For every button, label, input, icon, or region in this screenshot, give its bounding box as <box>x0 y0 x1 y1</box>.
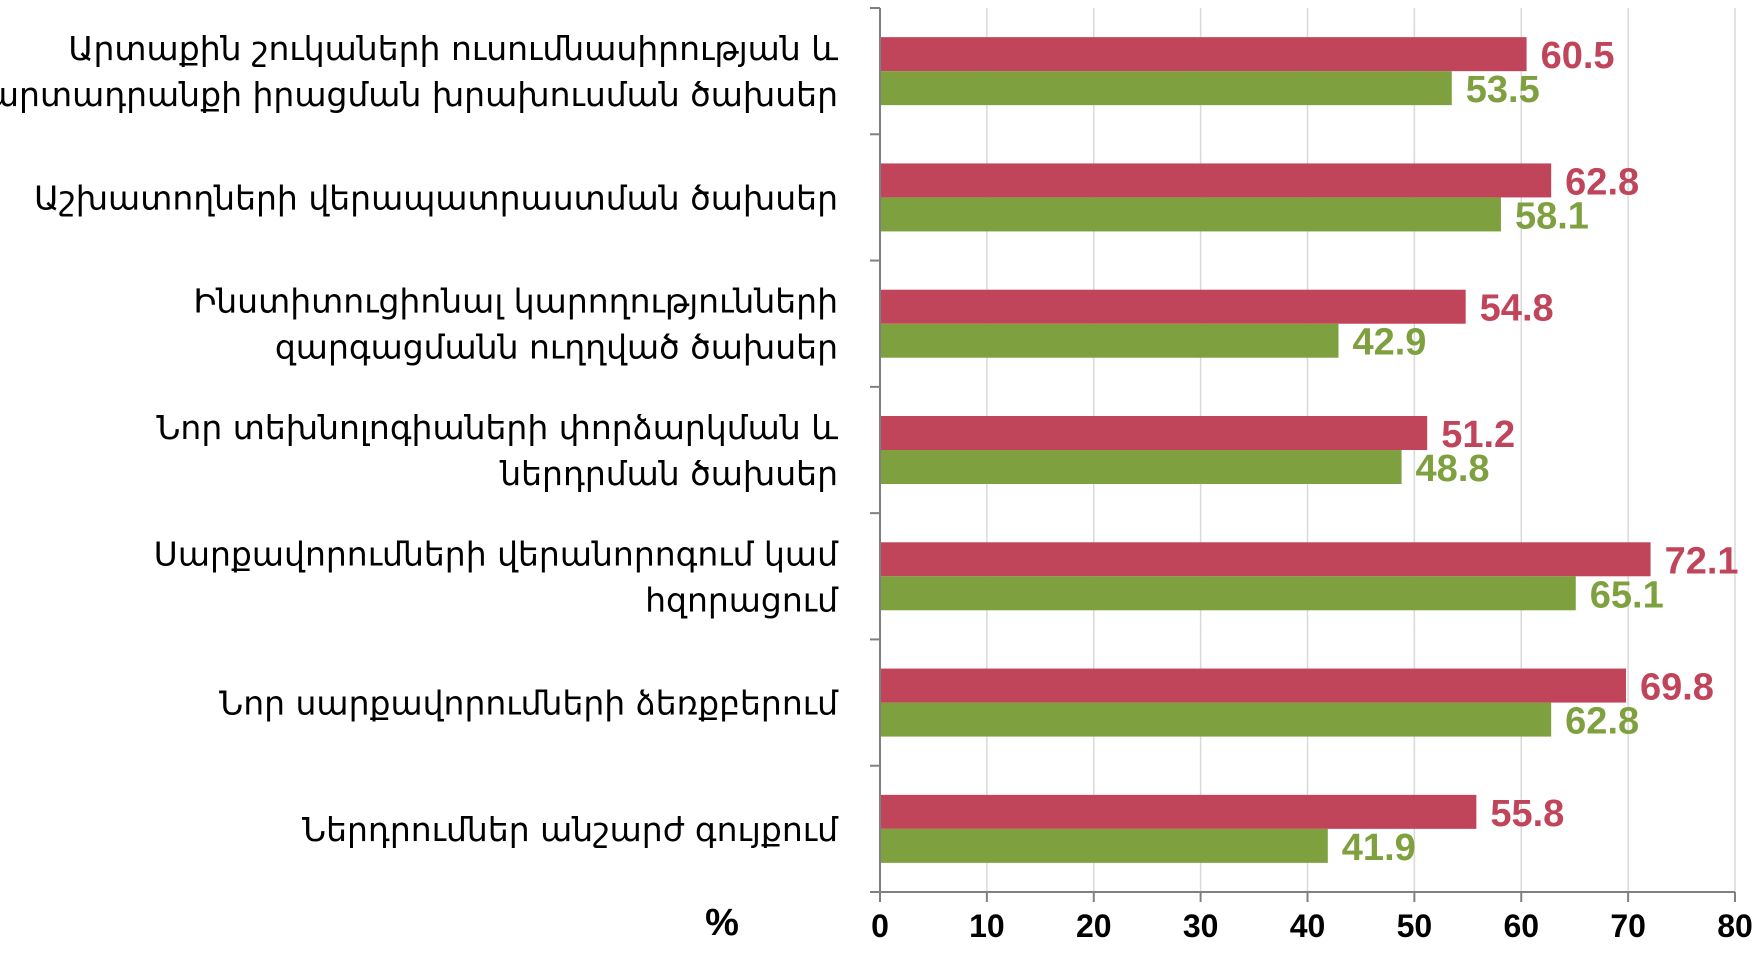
bar-series-1-6 <box>880 668 1626 703</box>
bar-series-1-7 <box>880 794 1477 829</box>
bars <box>880 37 1651 863</box>
bar-series-2-7 <box>880 828 1328 863</box>
value-label-series-2: 42.9 <box>1352 322 1426 364</box>
x-tick-label: 60 <box>1503 908 1539 944</box>
x-tick-label: 80 <box>1717 908 1753 944</box>
value-label-series-1: 72.1 <box>1665 540 1739 582</box>
bar-series-1-5 <box>880 542 1651 577</box>
value-label-series-2: 58.1 <box>1515 195 1589 237</box>
value-label-series-1: 60.5 <box>1541 35 1615 77</box>
value-label-series-2: 65.1 <box>1590 574 1664 616</box>
category-label: ներդրման ծախսեր <box>499 454 838 493</box>
x-tick-label: 0 <box>871 908 889 944</box>
category-label: Աշխատողների վերապատրաստման ծախսեր <box>34 178 838 217</box>
bar-series-2-3 <box>880 323 1339 358</box>
x-tick-label: 70 <box>1610 908 1646 944</box>
category-label: արտադրանքի իրացման խրախուսման ծախսեր <box>0 75 838 114</box>
category-label: Ներդրումներ անշարժ գույքում <box>302 810 839 849</box>
bar-series-1-4 <box>880 416 1428 450</box>
value-label-series-2: 62.8 <box>1565 701 1639 743</box>
x-tick-label: 30 <box>1183 908 1219 944</box>
bar-series-2-1 <box>880 71 1452 106</box>
category-label: հզորացում <box>645 580 839 619</box>
axes <box>870 7 1736 902</box>
category-label: Ինստիտուցիոնալ կարողությունների <box>193 282 838 321</box>
labels: 60.553.5 Արտաքին շուկաների ուսումնասիրութ… <box>0 29 1753 944</box>
value-label-series-2: 53.5 <box>1466 69 1540 111</box>
category-label: Սարքավորումների վերանորոգում կամ <box>154 534 839 573</box>
x-axis-unit-label: % <box>705 902 739 944</box>
bar-series-1-1 <box>880 37 1527 72</box>
bar-series-2-6 <box>880 702 1552 737</box>
value-label-series-1: 62.8 <box>1565 161 1639 203</box>
x-tick-label: 40 <box>1290 908 1326 944</box>
value-label-series-1: 55.8 <box>1490 793 1564 835</box>
value-label-series-2: 48.8 <box>1416 448 1490 490</box>
value-label-series-2: 41.9 <box>1342 827 1416 869</box>
value-label-series-1: 69.8 <box>1640 667 1714 709</box>
bar-series-2-4 <box>880 450 1402 484</box>
value-label-series-1: 51.2 <box>1441 414 1515 456</box>
bar-series-2-2 <box>880 197 1501 232</box>
x-tick-label: 20 <box>1076 908 1112 944</box>
category-label: Արտաքին շուկաների ուսումնասիրության և <box>68 29 838 68</box>
x-tick-label: 50 <box>1397 908 1433 944</box>
bar-series-2-5 <box>880 576 1576 611</box>
bar-series-1-2 <box>880 163 1552 198</box>
category-label: Նոր տեխնոլոգիաների փորձարկման և <box>156 408 838 447</box>
bar-series-1-3 <box>880 289 1466 324</box>
x-tick-label: 10 <box>969 908 1005 944</box>
value-label-series-1: 54.8 <box>1480 288 1554 330</box>
category-label: զարգացմանն ուղղված ծախսեր <box>275 328 838 367</box>
category-label: Նոր սարքավորումների ձեռքբերում <box>219 684 839 723</box>
